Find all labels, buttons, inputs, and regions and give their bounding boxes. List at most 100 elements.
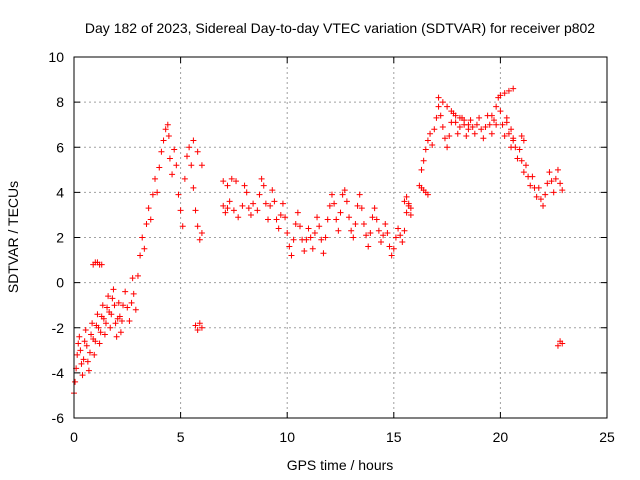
data-point: [542, 191, 549, 198]
data-point: [311, 229, 318, 236]
data-point: [444, 103, 451, 110]
data-point: [226, 198, 233, 205]
data-point: [194, 223, 201, 230]
data-point: [395, 225, 402, 232]
data-point: [173, 162, 180, 169]
data-point: [245, 205, 252, 212]
data-point: [405, 200, 412, 207]
data-point: [143, 220, 150, 227]
data-point: [424, 137, 431, 144]
data-point: [75, 340, 82, 347]
data-point: [196, 320, 203, 327]
data-point: [243, 189, 250, 196]
data-point: [288, 252, 295, 259]
data-point: [388, 252, 395, 259]
data-point: [113, 333, 120, 340]
data-point: [76, 333, 83, 340]
data-point: [303, 236, 310, 243]
data-point: [424, 191, 431, 198]
y-tick-label: 6: [56, 139, 64, 155]
data-point: [354, 202, 361, 209]
y-axis-label: SDTVAR / TECUs: [5, 181, 21, 293]
data-point: [401, 227, 408, 234]
data-point: [192, 207, 199, 214]
data-point: [476, 114, 483, 121]
data-point: [260, 182, 267, 189]
data-point: [86, 349, 93, 356]
data-point: [286, 243, 293, 250]
data-point: [559, 340, 566, 347]
data-point: [454, 130, 461, 137]
data-points: [71, 85, 566, 397]
data-point: [98, 261, 105, 268]
data-point: [501, 132, 508, 139]
data-point: [296, 223, 303, 230]
data-point: [309, 245, 316, 252]
data-point: [277, 211, 284, 218]
data-point: [96, 340, 103, 347]
y-tick-label: 2: [56, 230, 64, 246]
data-point: [239, 202, 246, 209]
data-point: [279, 200, 286, 207]
data-point: [83, 342, 90, 349]
data-point: [465, 121, 472, 128]
data-point: [128, 299, 135, 306]
data-point: [433, 114, 440, 121]
x-tick-label: 15: [386, 429, 402, 445]
data-point: [337, 209, 344, 216]
data-point: [533, 193, 540, 200]
data-point: [115, 299, 122, 306]
data-point: [365, 243, 372, 250]
data-point: [222, 209, 229, 216]
data-point: [478, 126, 485, 133]
data-point: [439, 123, 446, 130]
data-point: [480, 135, 487, 142]
data-point: [448, 108, 455, 115]
data-point: [284, 229, 291, 236]
data-point: [183, 153, 190, 160]
data-point: [486, 121, 493, 128]
data-point: [188, 162, 195, 169]
data-point: [267, 202, 274, 209]
data-point: [510, 85, 517, 92]
y-tick-label: -2: [52, 320, 65, 336]
data-point: [348, 227, 355, 234]
data-point: [95, 324, 102, 331]
data-point: [186, 144, 193, 151]
data-point: [82, 327, 89, 334]
data-point: [452, 119, 459, 126]
data-point: [94, 311, 101, 318]
data-point: [522, 162, 529, 169]
data-point: [77, 347, 84, 354]
data-point: [518, 157, 525, 164]
data-point: [171, 146, 178, 153]
data-point: [262, 200, 269, 207]
data-point: [435, 103, 442, 110]
data-point: [324, 216, 331, 223]
data-point: [473, 121, 480, 128]
data-point: [224, 182, 231, 189]
data-point: [482, 123, 489, 130]
data-point: [505, 87, 512, 94]
data-point: [420, 157, 427, 164]
data-point: [198, 324, 205, 331]
data-point: [456, 123, 463, 130]
data-point: [386, 243, 393, 250]
data-point: [104, 304, 111, 311]
data-point: [169, 171, 176, 178]
data-point: [271, 198, 278, 205]
data-point: [110, 286, 117, 293]
data-point: [97, 329, 104, 336]
data-point: [488, 112, 495, 119]
x-tick-label: 10: [279, 429, 295, 445]
data-point: [145, 205, 152, 212]
data-point: [418, 166, 425, 173]
data-point: [554, 166, 561, 173]
data-point: [130, 290, 137, 297]
y-tick-label: -4: [52, 365, 65, 381]
data-point: [508, 126, 515, 133]
x-tick-label: 5: [177, 429, 185, 445]
data-point: [429, 141, 436, 148]
data-point: [175, 191, 182, 198]
data-point: [137, 252, 144, 259]
